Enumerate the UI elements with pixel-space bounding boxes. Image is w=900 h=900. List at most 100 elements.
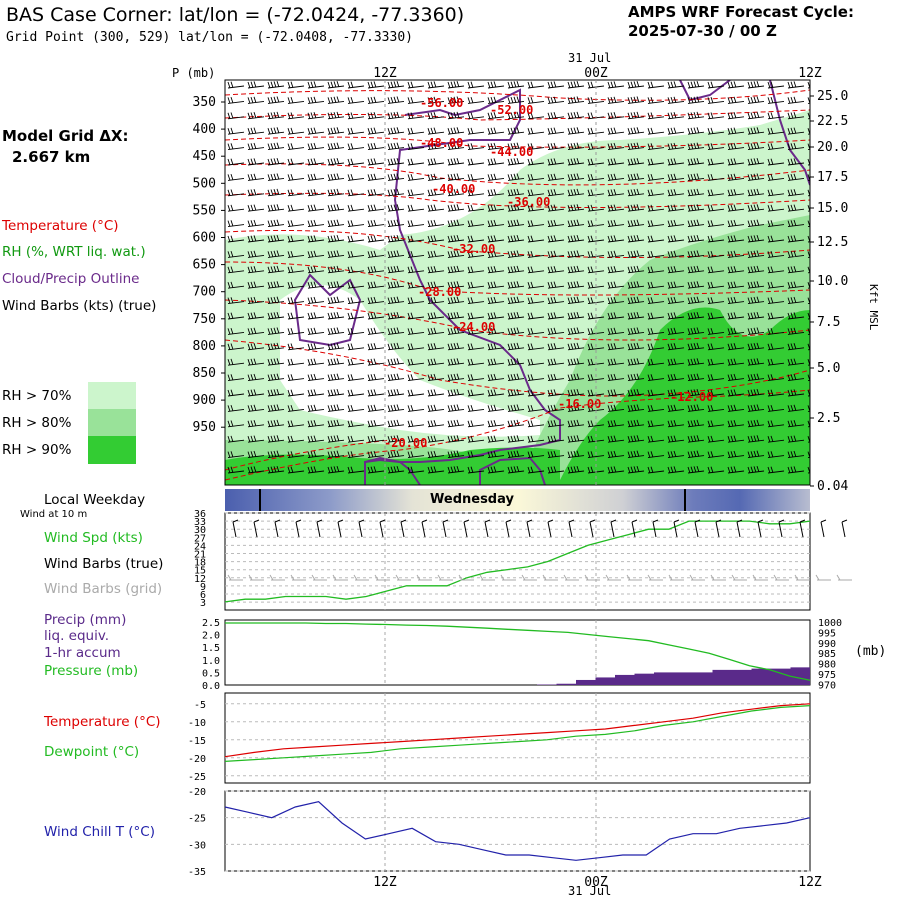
wind-barb: [707, 297, 725, 305]
wind-barb: [607, 189, 625, 197]
wind-barb: [267, 265, 285, 274]
wind-tick-label: 27: [194, 533, 206, 544]
wind-barb: [467, 389, 485, 397]
wind-barb: [307, 158, 325, 166]
wind-barb-true: [295, 519, 302, 538]
wind-barb-true: [778, 519, 785, 538]
wind-barb: [627, 80, 645, 89]
wind-barb: [307, 204, 325, 212]
wind-barb: [447, 96, 465, 104]
wind-barb: [747, 127, 765, 135]
wind-barb: [687, 404, 705, 412]
wind-barb: [227, 143, 245, 151]
wind-barb: [567, 327, 585, 335]
wind-barb: [287, 112, 305, 120]
wind-barb: [487, 312, 505, 320]
isotherm-label: -44.00: [490, 145, 533, 159]
wind-barb: [287, 466, 305, 474]
wind-barb: [467, 358, 485, 366]
wind-barb-grid: [437, 574, 453, 581]
wind-barb-true: [379, 519, 386, 538]
wind-barb: [667, 250, 685, 258]
wind-barb: [267, 342, 285, 351]
wind-barb: [327, 296, 345, 305]
wind-barb: [307, 420, 325, 428]
wind-barb: [227, 343, 245, 351]
rh70-left-notch: [280, 285, 540, 437]
precip-tick-label: 2.0: [202, 631, 220, 642]
wind-barb: [547, 235, 565, 243]
wind-barb: [507, 450, 525, 459]
wind-barb: [247, 158, 265, 166]
wind-barb: [527, 389, 545, 397]
wind-barb-grid: [584, 574, 600, 581]
wind-barb: [447, 219, 465, 228]
wind-barb: [427, 127, 445, 135]
wind-barb: [387, 388, 405, 397]
wind-barb: [687, 173, 705, 181]
wind-barb: [367, 404, 385, 412]
wind-barb: [667, 173, 685, 181]
wind-barb: [507, 419, 525, 428]
wind-barb: [287, 420, 305, 428]
pressure-tick-label: 600: [193, 231, 216, 246]
wind-barb: [227, 327, 245, 335]
wind-barb: [567, 435, 585, 443]
wind-barb: [467, 81, 485, 89]
wind-barb: [387, 342, 405, 351]
wind-barb: [407, 389, 425, 397]
wind-barb: [427, 142, 445, 151]
wind-tick-label: 6: [200, 590, 206, 601]
wind-barb: [367, 81, 385, 89]
wind-barb: [367, 343, 385, 351]
wind-barb: [707, 358, 725, 366]
wind-barb: [407, 96, 425, 104]
height-tick-label: 25.0: [817, 89, 848, 104]
wind-barb: [747, 342, 765, 351]
wind-barb: [467, 235, 485, 243]
wind-barb: [347, 96, 365, 104]
wind-barb: [267, 281, 285, 289]
precip-bar: [693, 672, 713, 685]
wind-barb: [447, 342, 465, 351]
wind-barb-true: [589, 519, 596, 538]
wind-barb: [727, 435, 745, 443]
legend-temp-panel: Temperature (°C): [44, 714, 161, 730]
windchill-tick-label: -35: [188, 867, 206, 878]
wind-barb: [247, 189, 265, 197]
wind-barb: [647, 358, 665, 366]
wind-barb: [627, 327, 645, 335]
isotherm: [225, 389, 810, 481]
wind-barb: [427, 189, 445, 197]
isotherm-label: -20.00: [384, 436, 427, 450]
wind-barb: [307, 343, 325, 351]
wind-barb-true: [274, 519, 281, 538]
wind-barb: [687, 265, 705, 274]
wind-barb: [287, 266, 305, 274]
wind-barb: [447, 265, 465, 274]
wind-barb: [367, 96, 385, 104]
wind-barb: [387, 358, 405, 366]
wind-barb: [807, 266, 810, 274]
wind-barb: [427, 204, 445, 212]
wind-barb: [347, 250, 365, 258]
height-tick-label: 17.5: [817, 170, 848, 185]
rh90-swatch: [88, 436, 136, 464]
wind-barb: [307, 358, 325, 366]
wind-barb: [807, 235, 810, 243]
wind-barb: [707, 112, 725, 120]
wind-barb: [347, 112, 365, 120]
wind-barb: [527, 96, 545, 104]
wind-barb: [327, 250, 345, 258]
wind-barb: [607, 389, 625, 397]
wind-barb: [287, 81, 305, 89]
wind-barb: [787, 435, 805, 443]
wind-barb: [627, 204, 645, 212]
wind-tick-label: 24: [194, 541, 206, 552]
wind-barb: [367, 127, 385, 135]
wind-barb: [567, 450, 585, 459]
wind-barb: [327, 111, 345, 120]
wind-barb: [447, 188, 465, 197]
wind-barb: [367, 373, 385, 382]
wind-barb: [747, 388, 765, 397]
